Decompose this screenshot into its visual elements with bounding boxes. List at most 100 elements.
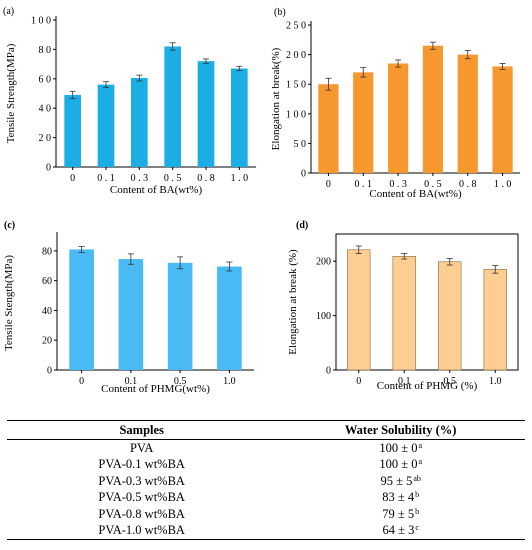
- x-tick-label: 1 . 0: [494, 179, 512, 190]
- sample-cell: PVA: [129, 440, 154, 455]
- y-tick-label: 200: [316, 257, 331, 268]
- x-tick-label: 0 . 8: [197, 173, 215, 184]
- solubility-cell: 95 ± 5ab: [276, 473, 525, 490]
- header-water-solubility: Water Solubility (%): [276, 420, 525, 440]
- x-tick-label: 0.5: [174, 376, 187, 387]
- sample-cell: PVA-1.0 wt%BA: [7, 522, 277, 540]
- solubility-cell: 83 ± 4b: [276, 490, 525, 507]
- table-row: PVA-0.5 wt%BA 83 ± 4b: [7, 490, 525, 507]
- panel-label: (d): [296, 220, 308, 231]
- x-tick-label: 0: [356, 376, 361, 387]
- x-tick-label: 0 . 3: [389, 179, 407, 190]
- bar: [97, 84, 115, 167]
- bar: [483, 269, 507, 371]
- x-tick-label: 1 . 0: [231, 173, 249, 184]
- x-tick-label: 1.0: [489, 376, 502, 387]
- bar: [64, 94, 81, 167]
- panel-label: (b): [274, 7, 286, 18]
- significance-letter: b: [415, 490, 420, 500]
- bar: [69, 249, 94, 370]
- table-header-row: Samples Water Solubility (%): [7, 420, 525, 440]
- y-tick-label: 1 5 0: [286, 80, 306, 91]
- chart-d: (d) 0 100 200 0 0.1 0.5 1.0 Content of PHMG (%) E…: [287, 220, 519, 392]
- bar: [197, 61, 215, 167]
- y-axis-label: Tensile Strength(MPa): [5, 43, 17, 143]
- solubility-value: 95 ± 5: [380, 473, 413, 488]
- bar: [422, 45, 444, 173]
- y-axis-label: Elongation at break (%): [287, 249, 299, 355]
- y-tick-label: 4 0: [39, 104, 52, 115]
- y-axis-label: Tensile Stength(MPa): [3, 255, 15, 351]
- sample-cell: PVA-0.8 wt%BA: [98, 506, 185, 521]
- solubility-value: 100 ± 0: [379, 457, 418, 472]
- bar: [392, 256, 416, 371]
- bar: [318, 84, 339, 173]
- x-axis-label: Content of PHMG(wt%): [101, 383, 210, 395]
- x-tick-label: 0: [79, 376, 84, 387]
- bar: [231, 68, 248, 167]
- y-tick-label: 100: [316, 311, 331, 322]
- x-tick-label: 0: [326, 179, 331, 190]
- x-tick-label: 1.0: [223, 376, 236, 387]
- solubility-value: 83 ± 4: [382, 490, 415, 505]
- plot-frame: [335, 233, 519, 371]
- solubility-cell: 100 ± 0a: [276, 440, 525, 457]
- bar: [438, 261, 462, 371]
- water-solubility-table: Samples Water Solubility (%) PVA 100 ± 0…: [7, 420, 525, 540]
- y-tick-label: 2 0: [39, 133, 52, 144]
- panel-label: (c): [4, 220, 15, 231]
- bar: [131, 78, 148, 167]
- table-row: PVA-0.1 wt%BA 100 ± 0a: [7, 457, 525, 474]
- solubility-value: 100 ± 0: [379, 440, 418, 455]
- y-tick-label: 2 0 0: [286, 50, 306, 61]
- bar: [492, 66, 513, 173]
- table-row: PVA-0.3 wt%BA 95 ± 5ab: [7, 473, 525, 490]
- solubility-value: 64 ± 3: [382, 523, 415, 538]
- x-tick-label: 0 . 3: [131, 173, 149, 184]
- solubility-cell: 79 ± 5b: [276, 506, 525, 523]
- chart-b: (b) 0 5 0 1 0 0 1 5 0 2 0 0 2 5 0 0 0 . 1 0 . 3 0 …: [270, 7, 520, 200]
- solubility-value: 79 ± 5: [382, 506, 415, 521]
- x-tick-label: 0 . 1: [355, 179, 373, 190]
- sample-cell: PVA-0.3 wt%BA: [98, 473, 185, 488]
- bar: [387, 63, 409, 174]
- significance-letter: a: [418, 457, 423, 467]
- sample-cell: PVA-0.1 wt%BA: [98, 457, 185, 472]
- y-tick-label: 0: [326, 366, 331, 377]
- sample-cell: PVA-0.5 wt%BA: [98, 490, 185, 505]
- significance-letter: c: [415, 523, 419, 533]
- x-axis-label: Content of BA(wt%): [110, 184, 203, 196]
- table-row: PVA 100 ± 0a: [7, 440, 525, 457]
- significance-letter: ab: [413, 473, 421, 483]
- x-tick-label: 0 . 5: [164, 173, 182, 184]
- x-axis-label: Content of BA(wt%): [369, 188, 462, 200]
- y-axis-label: Elongation at break(%): [270, 47, 282, 150]
- y-tick-label: 0: [301, 169, 306, 180]
- chart-a: (a) 0 2 0 4 0 6 0 8 0 1 0 0 0 0 . 1 0 . 3 0 . 5 0 .…: [3, 6, 256, 196]
- y-tick-label: 5 0: [294, 139, 307, 150]
- x-tick-label: 0 . 8: [459, 179, 477, 190]
- x-axis-label: Content of PHMG (%): [377, 380, 478, 392]
- y-tick-label: 1 0 0: [31, 16, 51, 27]
- bar: [167, 262, 193, 370]
- y-tick-label: 2 5 0: [286, 21, 306, 32]
- x-tick-label: 0.5: [444, 376, 457, 387]
- x-tick-label: 0 . 1: [97, 173, 115, 184]
- y-tick-label: 60: [42, 276, 52, 287]
- significance-letter: b: [415, 506, 420, 516]
- y-tick-label: 8 0: [39, 45, 52, 56]
- y-tick-label: 1 0 0: [286, 109, 306, 120]
- x-tick-label: 0.1: [398, 376, 411, 387]
- bar: [457, 54, 478, 173]
- y-tick-label: 80: [42, 246, 52, 257]
- bar: [217, 266, 242, 370]
- y-tick-label: 40: [42, 306, 52, 317]
- bar: [347, 249, 371, 371]
- panel-label: (a): [3, 6, 14, 17]
- table-row: PVA-1.0 wt%BA 64 ± 3c: [7, 522, 525, 540]
- chart-c: (c) 0 20 40 60 80 0 0.1 0.5 1.0 Content of PHMG(wt…: [3, 220, 254, 395]
- bar: [353, 72, 374, 173]
- y-tick-label: 0: [46, 163, 51, 174]
- x-tick-label: 0.1: [125, 376, 138, 387]
- significance-letter: a: [418, 440, 423, 450]
